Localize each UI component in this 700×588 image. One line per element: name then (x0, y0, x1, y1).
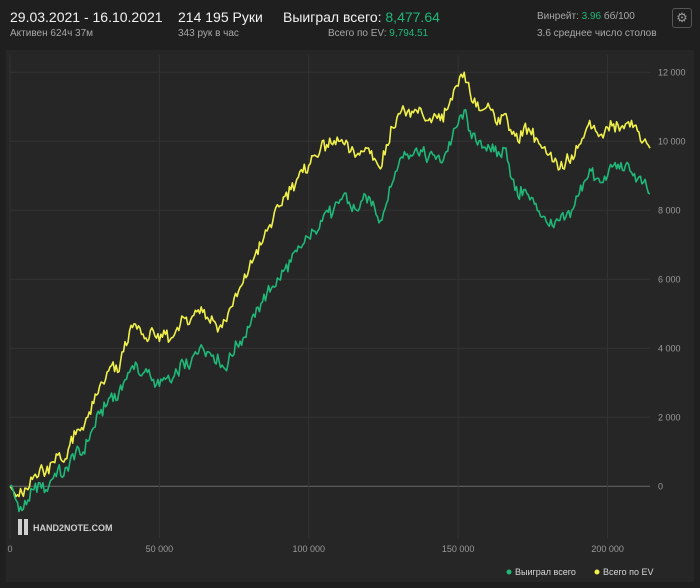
won-total-label: Выиграл всего: (283, 9, 382, 25)
date-range: 29.03.2021 - 16.10.2021 (10, 9, 163, 25)
logo-icon-bar (24, 519, 28, 535)
gear-icon: ⚙ (676, 10, 688, 25)
grid (9, 55, 650, 538)
legend-label: Всего по EV (603, 567, 653, 577)
x-tick-label: 50 000 (146, 544, 174, 554)
plot-area (6, 50, 694, 582)
winrate-value: 3.96 (581, 11, 602, 22)
legend-marker (594, 569, 600, 575)
stats-header: 29.03.2021 - 16.10.2021 Активен 624ч 37м… (0, 0, 700, 48)
y-tick-label: 10 000 (658, 136, 686, 146)
ev-total-value: 9,794.51 (389, 28, 429, 39)
x-tick-label: 200 000 (591, 544, 624, 554)
winrate-unit: бб/100 (603, 11, 635, 22)
y-tick-label: 2 000 (658, 412, 681, 422)
active-time: Активен 624ч 37м (10, 28, 94, 39)
series-line-won (9, 108, 651, 513)
watermark: HAND2NOTE.COM (18, 519, 113, 535)
series-line-ev (9, 71, 651, 498)
legend-marker (506, 569, 512, 575)
ev-total: Всего по EV: 9,794.51 (328, 28, 428, 39)
won-total: Выиграл всего: 8,477.64 (283, 9, 440, 25)
hands-per-hour: 343 рук в час (178, 28, 239, 39)
settings-button[interactable]: ⚙ (672, 8, 692, 28)
y-tick-label: 12 000 (658, 67, 686, 77)
won-total-value: 8,477.64 (385, 9, 440, 25)
avg-tables: 3.6 среднее число столов (537, 28, 657, 39)
series (9, 71, 651, 513)
watermark-text: HAND2NOTE.COM (33, 523, 113, 533)
y-tick-label: 6 000 (658, 274, 681, 284)
x-tick-label: 0 (7, 544, 12, 554)
logo-icon (18, 519, 22, 535)
y-tick-label: 4 000 (658, 343, 681, 353)
axis-ticks: 0 2 000 4 000 6 000 8 000 10 000 12 000 0 50 000… (7, 67, 685, 554)
hands-count: 214 195 Руки (178, 9, 263, 25)
legend: Выиграл всего Всего по EV (506, 567, 653, 577)
winrate: Винрейт: 3.96 бб/100 (537, 11, 635, 22)
ev-total-label: Всего по EV: (328, 28, 387, 39)
winrate-label: Винрейт: (537, 11, 579, 22)
y-tick-label: 0 (658, 481, 663, 491)
y-tick-label: 8 000 (658, 205, 681, 215)
x-tick-label: 100 000 (293, 544, 326, 554)
x-tick-label: 150 000 (442, 544, 475, 554)
legend-label: Выиграл всего (515, 567, 576, 577)
